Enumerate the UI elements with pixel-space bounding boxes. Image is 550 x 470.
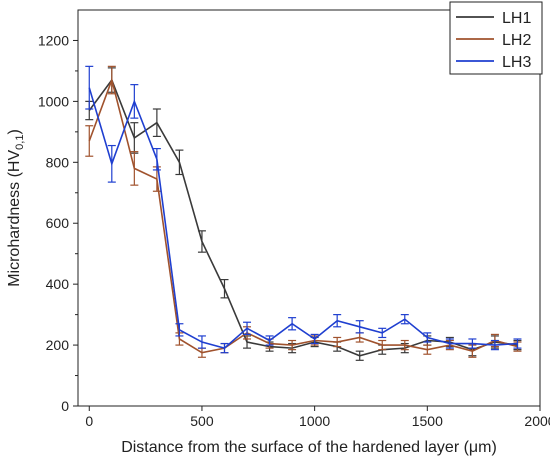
legend-label-LH3: LH3 bbox=[502, 54, 531, 71]
legend-label-LH2: LH2 bbox=[502, 32, 531, 49]
legend: LH1 LH2 LH3 bbox=[449, 1, 543, 75]
y-tick-label-3: 600 bbox=[46, 215, 70, 231]
plot-area bbox=[85, 65, 522, 361]
y-tick-label-0: 0 bbox=[61, 398, 69, 414]
y-tick-label-1: 200 bbox=[46, 337, 70, 353]
x-tick-label-3: 1500 bbox=[412, 413, 443, 429]
plot-frame bbox=[77, 9, 541, 407]
series-LH1 bbox=[85, 67, 522, 361]
x-tick-label-2: 1000 bbox=[299, 413, 330, 429]
y-tick-label-5: 1000 bbox=[38, 93, 69, 109]
y-tick-label-2: 400 bbox=[46, 276, 70, 292]
y-tick-label-4: 800 bbox=[46, 154, 70, 170]
legend-box bbox=[449, 1, 543, 75]
y-tick-label-6: 1200 bbox=[38, 32, 69, 48]
y-axis-label-main: Microhardness (HV bbox=[6, 150, 23, 287]
x-tick-label-0: 0 bbox=[85, 413, 93, 429]
x-axis-label: Distance from the surface of the hardene… bbox=[121, 439, 497, 456]
y-axis-label-subscript: 0,1 bbox=[14, 135, 26, 150]
series-line-LH1 bbox=[88, 78, 518, 357]
series-line-LH2 bbox=[88, 77, 518, 354]
y-axis-label-close: ) bbox=[6, 129, 23, 134]
x-tick-label-1: 500 bbox=[190, 413, 214, 429]
legend-label-LH1: LH1 bbox=[502, 10, 531, 27]
series-line-LH3 bbox=[88, 87, 518, 350]
series-LH3 bbox=[85, 65, 522, 354]
series-LH2 bbox=[85, 65, 522, 358]
y-axis-label: Microhardness (HV0,1) bbox=[6, 129, 26, 287]
